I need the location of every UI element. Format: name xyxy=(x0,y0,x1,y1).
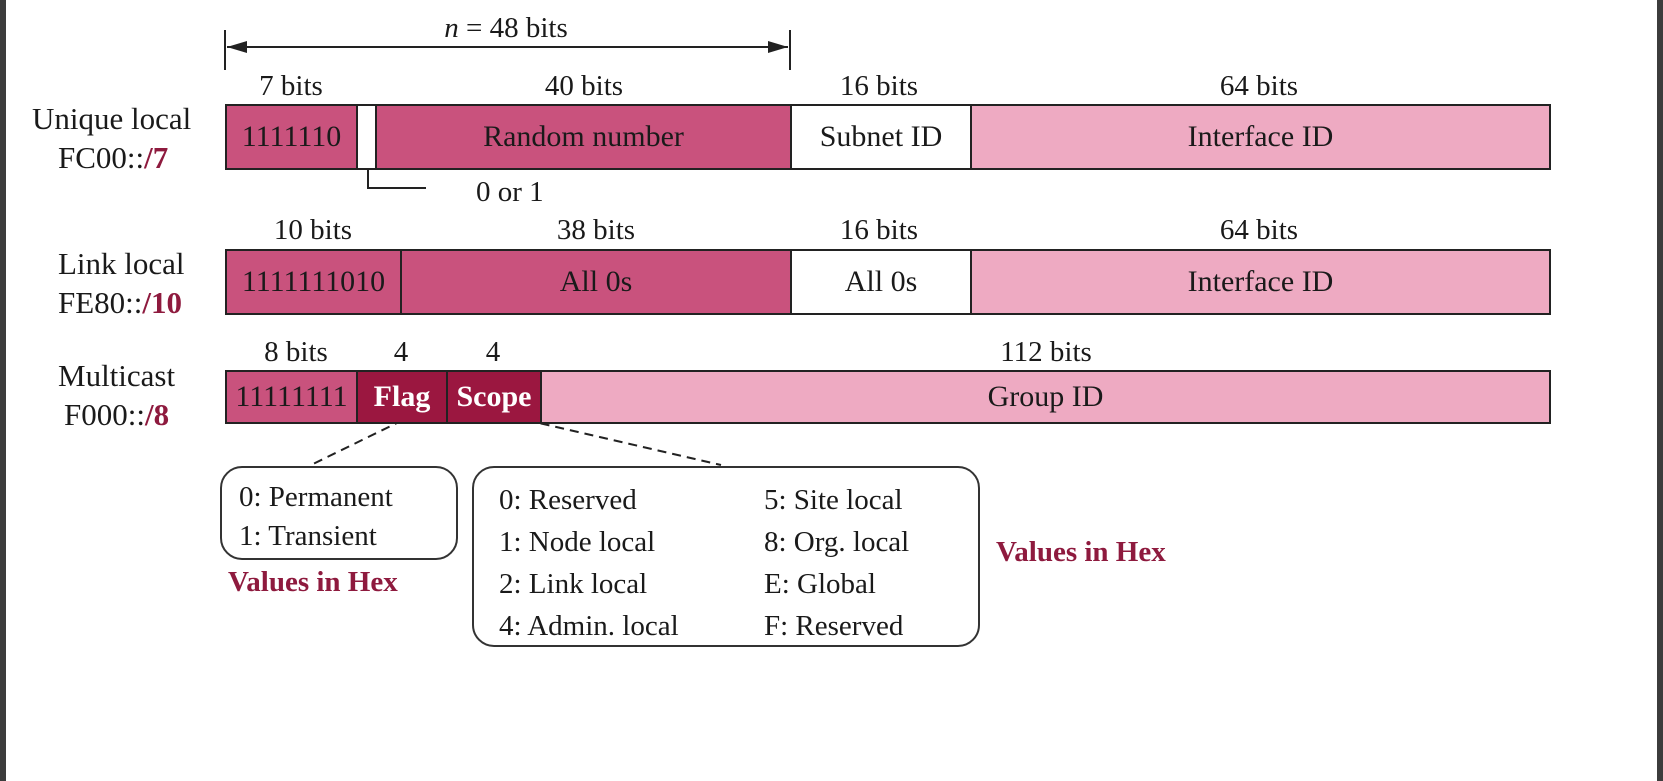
bits-label: 38 bits xyxy=(556,214,636,246)
bits-label: 16 bits xyxy=(839,214,919,246)
bits-label: 40 bits xyxy=(544,70,624,102)
bits-label: 8 bits xyxy=(264,336,328,368)
bits-label: 7 bits xyxy=(259,70,323,102)
row-prefix-multicast: F000::/8 xyxy=(64,397,170,432)
scope-value: E: Global xyxy=(764,568,876,600)
field-group-id: Group ID xyxy=(540,370,1551,424)
field-prefix-bits: 1111110 xyxy=(225,104,358,170)
span-label: n = 48 bits xyxy=(444,12,568,44)
scope-value: 0: Reserved xyxy=(499,484,637,516)
bits-label: 4 xyxy=(485,336,501,368)
field-prefix-bits: 1111111010 xyxy=(225,249,402,315)
scope-value: F: Reserved xyxy=(764,610,904,642)
bits-label: 64 bits xyxy=(1219,214,1299,246)
field-interface-id: Interface ID xyxy=(970,104,1551,170)
flag-value: 1: Transient xyxy=(239,520,377,552)
scope-value: 8: Org. local xyxy=(764,526,910,558)
row-name-unique-local: Unique local xyxy=(32,101,192,136)
field-scope: Scope xyxy=(446,370,542,424)
bits-label: 64 bits xyxy=(1219,70,1299,102)
scope-value: 2: Link local xyxy=(499,568,648,600)
bits-label: 4 xyxy=(393,336,409,368)
row-name-link-local: Link local xyxy=(58,246,185,281)
field-interface-id: Interface ID xyxy=(970,249,1551,315)
row-prefix-unique-local: FC00::/7 xyxy=(58,140,169,175)
field-random-number: Random number xyxy=(375,104,792,170)
scope-values-box: 0: Reserved 1: Node local 2: Link local … xyxy=(472,466,980,647)
flag-values-box: 0: Permanent 1: Transient xyxy=(220,466,458,560)
hex-note-flag: Values in Hex xyxy=(228,566,398,598)
row-prefix-link-local: FE80::/10 xyxy=(58,285,183,320)
row-name-multicast: Multicast xyxy=(58,358,176,393)
scope-value: 5: Site local xyxy=(764,484,903,516)
field-subnet-id: Subnet ID xyxy=(790,104,972,170)
field-zeros: All 0s xyxy=(400,249,792,315)
field-flag: Flag xyxy=(356,370,448,424)
bits-label: 16 bits xyxy=(839,70,919,102)
field-zeros: All 0s xyxy=(790,249,972,315)
flag-value: 0: Permanent xyxy=(239,481,393,513)
ipv6-address-format-diagram: n = 48 bits Unique local FC00::/7 7 bits… xyxy=(6,0,1657,781)
bit-callout-label: 0 or 1 xyxy=(476,176,544,208)
bits-label: 112 bits xyxy=(1000,336,1092,368)
scope-value: 4: Admin. local xyxy=(499,610,679,642)
hex-note-scope: Values in Hex xyxy=(996,536,1166,568)
scope-leader-line xyxy=(525,419,722,466)
field-l-bit xyxy=(356,104,377,170)
field-prefix-bits: 11111111 xyxy=(225,370,358,424)
bits-label: 10 bits xyxy=(273,214,353,246)
flag-leader-line xyxy=(310,419,404,466)
scope-value: 1: Node local xyxy=(499,526,656,558)
span-dimension-line xyxy=(224,30,791,70)
